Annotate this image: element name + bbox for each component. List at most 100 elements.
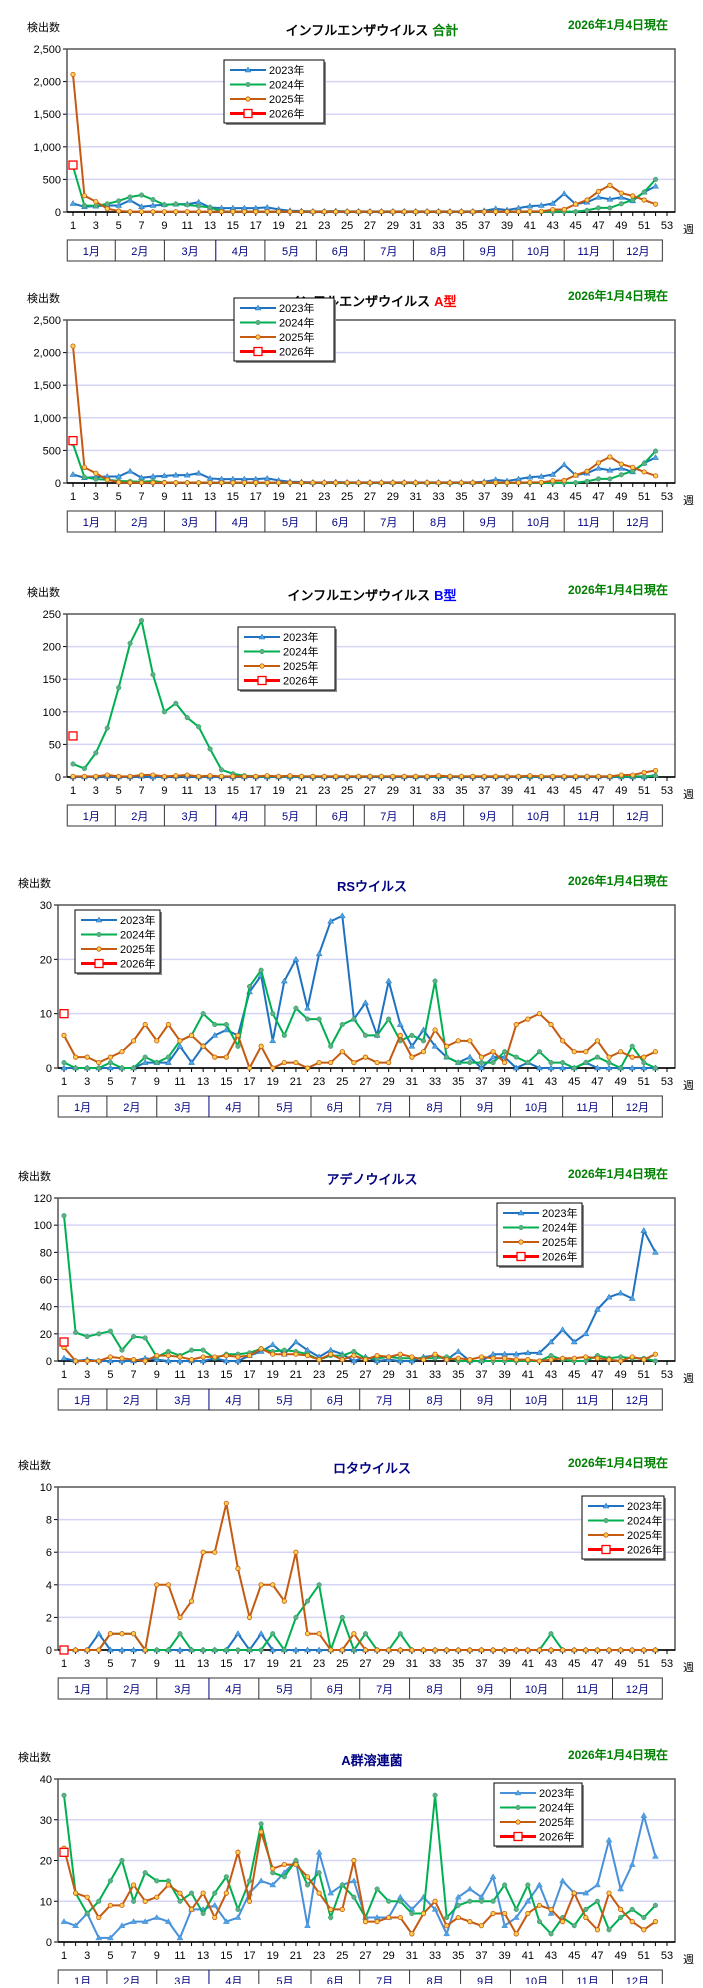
point-2025-week-7 [130,1882,137,1888]
x-tick-label: 19 [272,785,284,797]
point-2025-week-11 [177,1354,183,1360]
point-2025-week-44 [561,773,567,779]
month-label: 10月 [525,1102,548,1114]
series-line-2025 [63,1346,656,1363]
point-2025-week-31 [409,1647,415,1653]
point-2025-week-5 [116,773,122,779]
month-label: 5月 [276,1684,293,1696]
month-label: 4月 [225,1684,242,1696]
point-2024-week-2 [73,1329,79,1336]
x-tick-label: 33 [432,785,444,797]
x-tick-label: 51 [638,491,650,503]
point-2023-week-52 [651,1248,659,1255]
month-label: 3月 [182,517,199,529]
point-2024-week-16 [235,1647,241,1653]
series-line-2025 [64,1503,656,1653]
legend-label-2025: 2025年 [542,1235,577,1249]
point-2024-week-20 [281,1032,287,1038]
y-tick-label: 200 [43,642,61,654]
point-2025-week-34 [444,1647,450,1653]
point-2024-week-38 [490,1898,496,1904]
point-2025-week-28 [378,773,385,779]
point-2025-week-35 [455,1647,461,1653]
point-2025-week-18 [264,480,270,486]
point-2024-week-10 [165,1647,171,1653]
point-2025-week-40 [513,1647,519,1653]
point-2023-week-21 [292,1646,300,1653]
point-2024-week-5 [116,685,122,691]
legend-label-2023: 2023年 [542,1206,577,1220]
point-2024-week-13 [207,204,213,210]
y-tick-label: 500 [43,174,61,186]
month-label: 8月 [430,517,447,529]
x-tick-label: 47 [591,1658,603,1670]
point-2025-week-50 [629,1919,635,1925]
point-2024-week-12 [196,203,202,209]
point-2024-week-19 [270,1631,276,1637]
point-2025-week-29 [386,1647,392,1653]
point-2023-week-6 [118,1646,126,1653]
x-tick-label: 29 [387,220,399,232]
point-2025-week-7 [138,480,145,486]
point-2025-week-37 [481,480,487,486]
point-2025-week-3 [84,1647,90,1653]
x-tick-label: 21 [290,1950,302,1962]
point-2024-week-12 [189,1347,195,1353]
point-2025-week-46 [583,1647,589,1653]
point-2024-week-34 [444,1054,450,1060]
point-2024-week-28 [374,1886,380,1892]
point-2025-week-22 [310,773,316,779]
point-2025-week-33 [435,773,442,779]
x-tick-label: 23 [318,785,330,797]
x-tick-label: 11 [174,1658,185,1670]
x-tick-label: 37 [475,1369,487,1381]
point-2023-week-26 [350,1357,358,1364]
point-2025-week-16 [241,480,247,486]
month-label: 8月 [427,1395,444,1407]
series-2025 [61,1011,659,1071]
point-2025-week-18 [264,209,270,215]
month-label: 1月 [74,1102,91,1114]
point-2025-week-4 [104,477,110,483]
point-2025-week-5 [107,1354,113,1360]
x-tick-label: 45 [568,1076,580,1088]
point-2025-week-19 [276,773,282,779]
month-band [57,1388,663,1411]
point-2025-week-33 [432,1351,438,1357]
point-2025-week-40 [513,1931,519,1937]
month-label: 1月 [83,517,100,529]
point-2025-week-7 [130,1631,137,1637]
point-2024-week-6 [127,640,133,646]
point-2025-week-39 [502,1647,508,1653]
point-2023-week-47 [593,1881,601,1888]
point-2025-week-5 [107,1631,113,1637]
point-2024-week-4 [104,201,110,207]
point-2024-week-48 [607,205,613,211]
point-2025-week-50 [629,1354,635,1360]
point-2024-week-47 [594,1054,600,1060]
y-tick-label: 60 [40,1275,52,1287]
point-2025-week-42 [536,1647,543,1653]
legend-marker-2026 [516,1251,526,1262]
x-tick-label: 41 [524,785,536,797]
point-2025-week-22 [310,209,316,215]
month-label: 6月 [327,1684,344,1696]
x-tick-label: 51 [638,1076,650,1088]
point-2024-week-26 [351,1016,357,1022]
point-2024-week-12 [189,1890,195,1896]
x-tick-label: 9 [161,491,167,503]
month-label: 2月 [131,811,148,823]
month-label: 11月 [576,1684,598,1696]
point-2025-week-35 [458,773,464,779]
x-tick-label: 5 [116,220,122,232]
point-2025-week-48 [607,773,613,779]
point-2023-week-11 [176,1934,184,1941]
point-2025-week-15 [223,1890,229,1896]
legend-marker-2024 [96,931,102,938]
x-tick-label: 5 [107,1369,113,1381]
x-tick-label: 19 [267,1369,279,1381]
point-2025-week-12 [196,480,202,486]
series-line-2024 [63,967,656,1070]
month-label: 4月 [232,811,249,823]
legend-marker-2023 [258,633,266,640]
